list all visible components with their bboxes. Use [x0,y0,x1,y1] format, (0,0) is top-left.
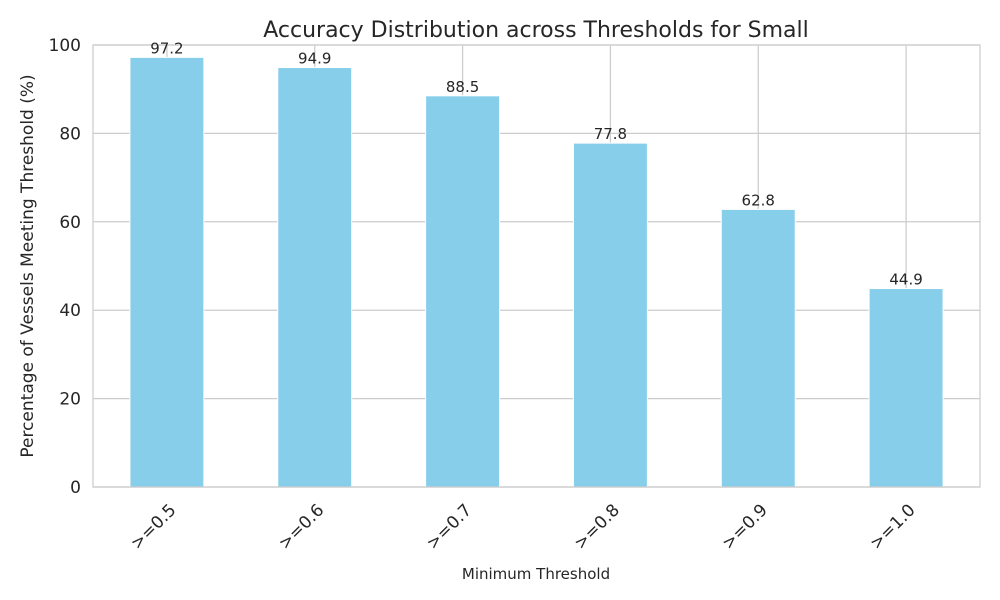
y-tick-labels: 0 20 40 60 80 100 [49,36,81,498]
bar-layer [129,56,944,488]
y-tick-label: 60 [59,213,81,233]
bar [277,67,353,488]
y-axis-label: Percentage of Vessels Meeting Threshold … [18,74,38,457]
bar-value-label: 44.9 [889,271,922,289]
plot-frame [92,44,981,488]
y-tick-label: 40 [59,301,81,321]
bar [572,142,648,488]
label-layer: 97.2 94.9 88.5 77.8 62.8 44.9 [150,39,923,288]
bar-value-label: 77.8 [594,125,627,143]
bar [868,288,944,488]
y-tick-label: 0 [70,478,81,498]
chart-title: Accuracy Distribution across Thresholds … [263,18,809,43]
bar-value-label: 88.5 [446,78,479,96]
y-tick-label: 100 [49,36,81,56]
bar-value-label: 97.2 [150,39,183,57]
bar-value-label: 62.8 [742,191,775,209]
x-axis-label: Minimum Threshold [462,565,610,583]
y-tick-label: 20 [59,390,81,410]
y-tick-label: 80 [59,124,81,144]
bar [425,95,501,488]
bar-value-label: 94.9 [298,50,331,68]
bar [129,56,205,488]
bar [720,208,796,488]
